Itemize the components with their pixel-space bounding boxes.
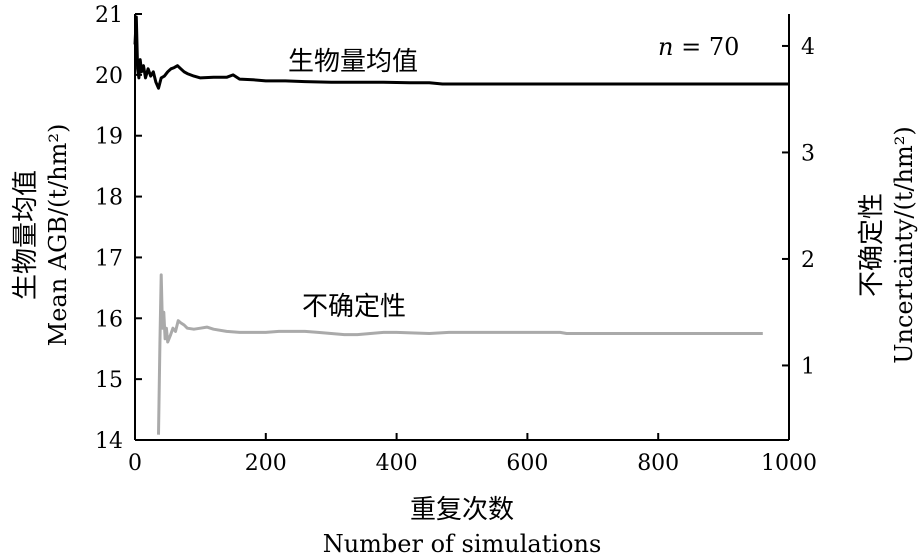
x-tick-label: 1000 — [761, 451, 817, 476]
x-ticks: 0 200 400 600 800 1000 — [128, 433, 817, 476]
x-tick-label: 200 — [245, 451, 287, 476]
y-right-axis-label-cn: 不确定性 — [857, 193, 887, 297]
series-group — [133, 15, 789, 435]
series-label-uncertainty: 不确定性 — [302, 292, 406, 322]
y-left-tick-label: 19 — [95, 125, 123, 150]
y-left-tick-label: 14 — [95, 429, 123, 454]
y-left-tick-label: 20 — [95, 64, 123, 89]
x-axis-label-en: Number of simulations — [323, 530, 602, 556]
y-right-tick-label: 2 — [801, 248, 815, 273]
x-tick-label: 400 — [376, 451, 418, 476]
y-left-tick-label: 21 — [95, 3, 123, 28]
x-tick-label: 0 — [128, 451, 142, 476]
y-right-tick-label: 3 — [801, 141, 815, 166]
series-line-uncertainty — [157, 273, 763, 435]
series-label-mean: 生物量均值 — [288, 47, 418, 77]
y-right-axis-label-en: Uncertainty/(t/hm²) — [890, 126, 918, 363]
annotation-italic: n — [658, 33, 673, 61]
annotation-rest: = 70 — [673, 33, 739, 61]
y-left-tick-label: 17 — [95, 246, 123, 271]
y-right-tick-label: 1 — [801, 354, 815, 379]
y-left-axis-label-en: Mean AGB/(t/hm²) — [44, 124, 72, 347]
x-tick-label: 600 — [506, 451, 548, 476]
x-tick-label: 800 — [637, 451, 679, 476]
y-left-tick-label: 15 — [95, 368, 123, 393]
y-left-ticks: 14 15 16 17 18 19 20 21 — [95, 3, 142, 454]
y-left-tick-label: 18 — [95, 186, 123, 211]
y-left-tick-label: 16 — [95, 307, 123, 332]
x-axis-label-cn: 重复次数 — [410, 495, 514, 525]
series-line-mean-agb — [133, 15, 789, 90]
y-left-axis-label-cn: 生物量均值 — [11, 170, 41, 300]
y-right-ticks: 1 2 3 4 — [782, 35, 815, 379]
sample-size-annotation: n = 70 — [658, 33, 739, 61]
y-right-tick-label: 4 — [801, 35, 815, 60]
